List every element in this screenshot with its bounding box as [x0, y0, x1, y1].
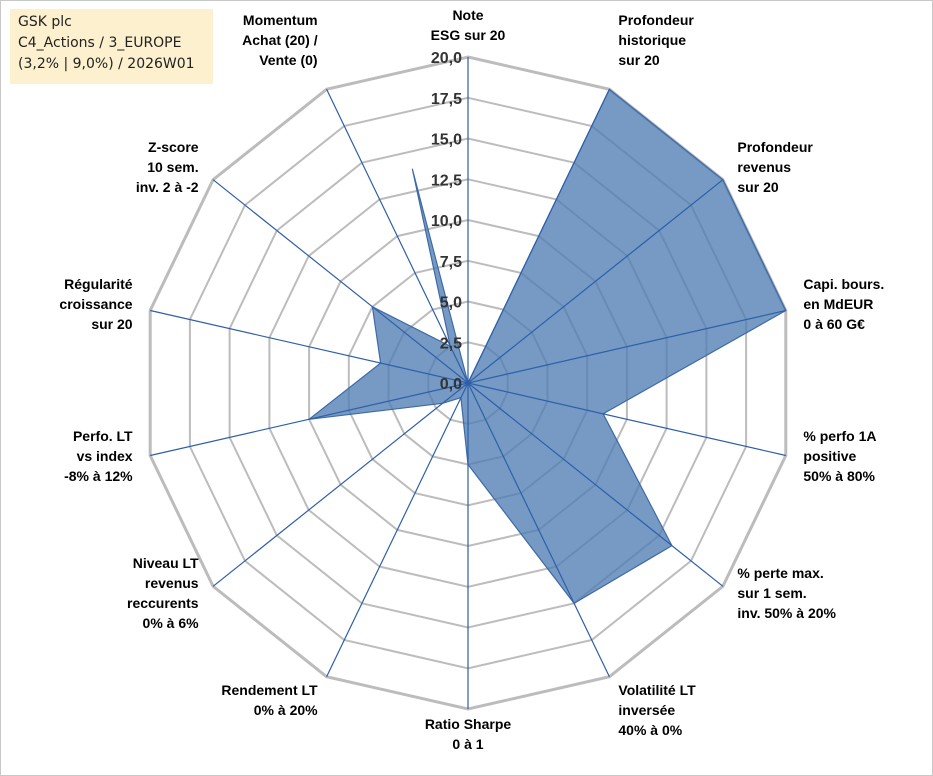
axis-label-9-line-3: 0% à 6%: [143, 615, 200, 631]
tick-label-3: 7,5: [440, 254, 462, 271]
axis-label-13-line-1: Achat (20) /: [242, 32, 318, 48]
axis-label-2-line-1: revenus: [737, 159, 791, 175]
axis-label-12-line-0: Z-score: [148, 139, 199, 155]
axis-label-9-line-1: revenus: [145, 575, 199, 591]
category-label: C4_Actions / 3_EUROPE: [18, 35, 182, 51]
tick-label-2: 5,0: [440, 295, 462, 312]
axis-label-5-line-0: % perte max.: [737, 565, 823, 581]
axis-spoke-13: [326, 89, 469, 384]
axis-label-5-line-2: inv. 50% à 20%: [737, 605, 836, 621]
axis-label-0-line-1: ESG sur 20: [431, 27, 506, 43]
axis-label-10-line-0: Perfo. LT: [73, 428, 133, 444]
axis-label-3-line-1: en MdEUR: [803, 296, 873, 312]
axis-label-7-line-0: Ratio Sharpe: [425, 716, 512, 732]
company-name: GSK plc: [18, 14, 72, 30]
axis-label-0-line-0: Note: [452, 7, 483, 23]
tick-label-5: 12,5: [431, 172, 462, 189]
axis-label-12-line-1: 10 sem.: [147, 159, 198, 175]
axis-label-11-line-1: croissance: [59, 296, 132, 312]
period-label: (3,2% | 9,0%) / 2026W01: [18, 56, 195, 72]
tick-label-8: 20,0: [431, 50, 462, 67]
axis-label-2-line-2: sur 20: [737, 179, 778, 195]
axis-label-4-line-1: positive: [803, 448, 856, 464]
axis-label-11-line-0: Régularité: [64, 276, 133, 292]
axis-label-2-line-0: Profondeur: [737, 139, 813, 155]
tick-label-7: 17,5: [431, 91, 462, 108]
tick-label-0: 0,0: [440, 376, 462, 393]
axis-spoke-12: [212, 179, 469, 384]
axis-label-6-line-0: Volatilité LT: [618, 682, 696, 698]
axis-spoke-6: [467, 382, 610, 677]
axis-label-1-line-2: sur 20: [618, 52, 659, 68]
axis-spoke-9: [212, 382, 469, 587]
axis-label-6-line-1: inversée: [618, 702, 675, 718]
axis-label-5-line-1: sur 1 sem.: [737, 585, 806, 601]
axis-spoke-10: [150, 382, 469, 457]
axis-label-8-line-0: Rendement LT: [221, 682, 318, 698]
axis-label-7-line-1: 0 à 1: [452, 736, 483, 752]
axis-spoke-8: [326, 382, 469, 677]
axis-label-1-line-0: Profondeur: [618, 12, 694, 28]
axis-spoke-3: [467, 309, 786, 384]
tick-label-4: 10,0: [431, 213, 462, 230]
axis-label-8-line-1: 0% à 20%: [254, 702, 318, 718]
axis-label-4-line-2: 50% à 80%: [803, 468, 875, 484]
axis-label-4-line-0: % perfo 1A: [803, 428, 876, 444]
axis-label-1-line-1: historique: [618, 32, 686, 48]
axis-label-12-line-2: inv. 2 à -2: [136, 179, 199, 195]
axis-spoke-1: [467, 89, 610, 384]
axis-label-11-line-2: sur 20: [91, 316, 132, 332]
axis-spoke-2: [467, 179, 724, 384]
tick-label-6: 15,0: [431, 132, 462, 149]
axis-label-10-line-1: vs index: [77, 448, 133, 464]
axis-label-6-line-2: 40% à 0%: [618, 722, 682, 738]
axis-spoke-11: [150, 309, 469, 384]
axis-spoke-4: [467, 382, 786, 457]
axis-label-9-line-0: Niveau LT: [133, 555, 199, 571]
axis-spoke-5: [467, 382, 724, 587]
axis-label-13-line-2: Vente (0): [259, 52, 317, 68]
axis-label-13-line-0: Momentum: [243, 12, 318, 28]
axis-label-3-line-2: 0 à 60 G€: [803, 316, 865, 332]
info-box: GSK plc C4_Actions / 3_EUROPE (3,2% | 9,…: [10, 9, 213, 84]
axis-label-10-line-2: -8% à 12%: [64, 468, 133, 484]
data-area: [307, 88, 787, 605]
axis-label-3-line-0: Capi. bours.: [803, 276, 884, 292]
tick-label-1: 2,5: [440, 335, 462, 352]
axis-label-9-line-2: reccurents: [127, 595, 199, 611]
